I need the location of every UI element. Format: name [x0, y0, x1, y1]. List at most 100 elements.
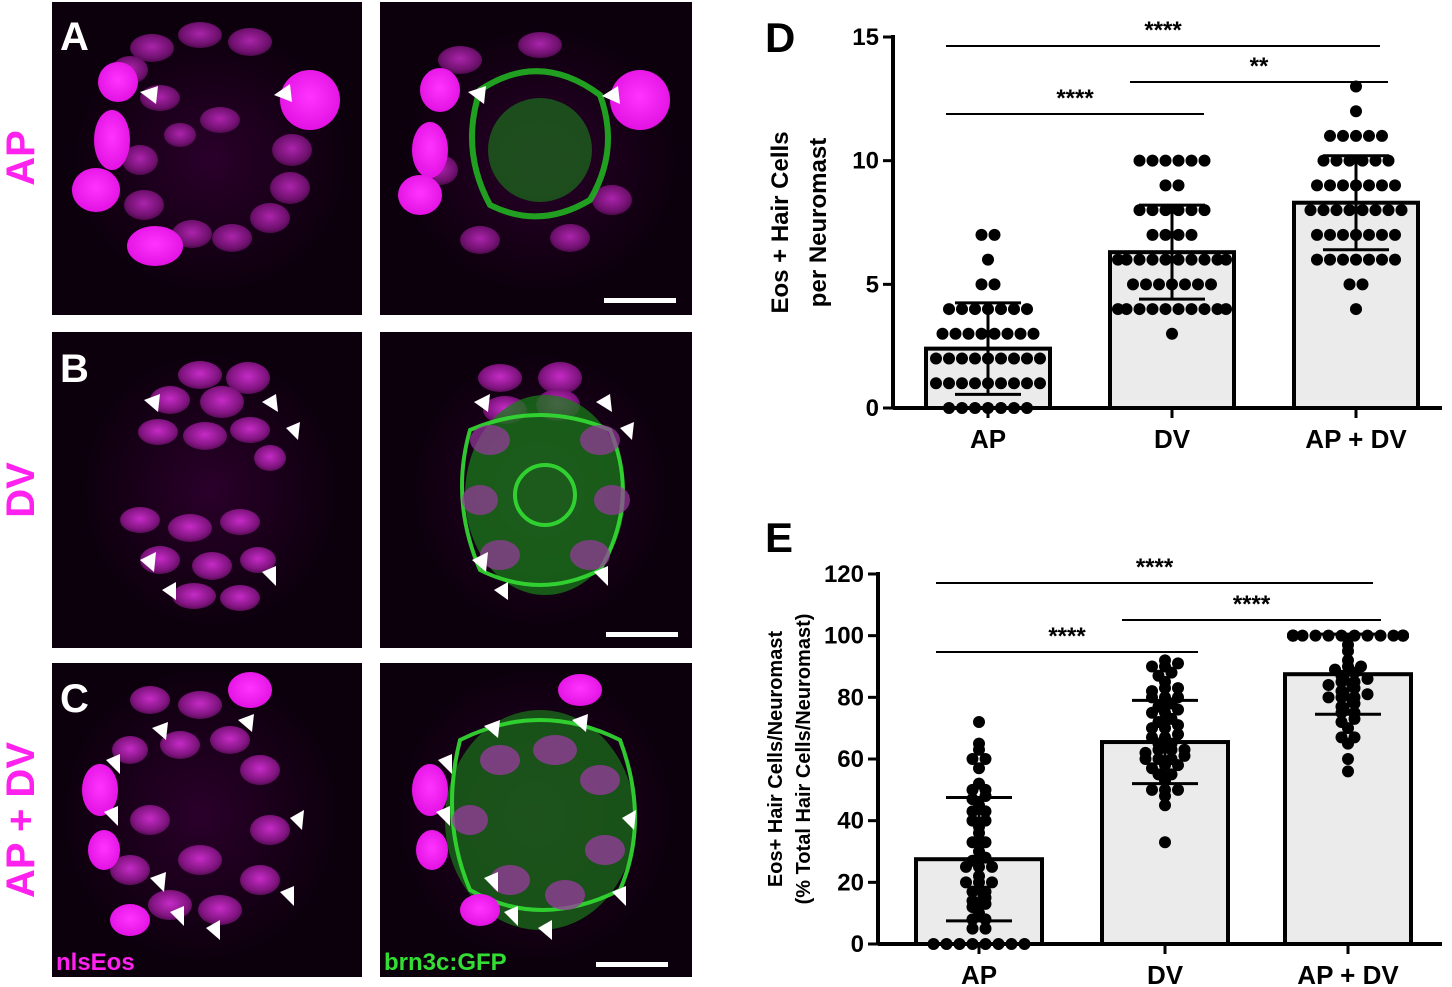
data-point — [1369, 204, 1382, 217]
data-point — [1133, 303, 1146, 316]
data-point — [1146, 154, 1159, 167]
data-point — [986, 860, 998, 873]
data-point — [995, 377, 1007, 390]
y-tick-label: 5 — [866, 271, 879, 298]
y-tick-label: 20 — [837, 869, 864, 896]
data-point — [1348, 629, 1361, 642]
data-point — [949, 327, 962, 340]
data-point — [966, 894, 979, 907]
data-point — [1152, 669, 1165, 682]
channel-label-nlseos: nlsEos — [56, 949, 135, 976]
data-point — [1185, 228, 1198, 241]
data-point — [1389, 179, 1401, 192]
data-point — [943, 303, 955, 316]
data-point — [1350, 303, 1362, 316]
data-point — [1112, 253, 1124, 266]
data-point — [979, 885, 992, 898]
panel-letter-a: A — [60, 15, 89, 59]
data-point — [1363, 228, 1375, 241]
data-point — [936, 327, 949, 340]
data-point — [1322, 691, 1335, 704]
data-point — [1165, 753, 1178, 765]
data-point — [973, 737, 985, 750]
category-label: DV — [1147, 960, 1184, 987]
panel-c-right — [380, 663, 692, 977]
y-axis-label: Eos+ Hair Cells/Neuromast — [765, 631, 787, 888]
data-point — [1309, 629, 1322, 642]
data-point — [1159, 783, 1171, 796]
data-point — [1146, 228, 1159, 241]
data-point — [1172, 228, 1185, 241]
data-point — [1329, 663, 1341, 676]
significance-label: **** — [1233, 591, 1271, 618]
data-point — [1382, 204, 1395, 217]
data-point — [995, 402, 1007, 414]
data-point — [966, 753, 979, 765]
data-point — [1350, 253, 1362, 266]
significance-label: ** — [1250, 53, 1269, 80]
data-point — [1205, 278, 1217, 291]
data-point — [1172, 682, 1184, 695]
data-point — [1034, 352, 1046, 365]
data-point — [1342, 765, 1354, 778]
data-point — [1127, 278, 1139, 291]
data-point — [1343, 278, 1356, 291]
data-point — [1389, 253, 1401, 266]
data-point — [956, 352, 968, 365]
panel-letter-b: B — [60, 347, 89, 391]
row-label-ap: AP — [0, 130, 43, 186]
data-point — [1361, 672, 1374, 685]
data-point — [1324, 129, 1336, 142]
data-point — [979, 922, 992, 935]
y-axis-label: per Neuromast — [805, 138, 832, 307]
row-label-dv: DV — [0, 462, 43, 518]
data-point — [1172, 657, 1184, 670]
category-label: DV — [1154, 424, 1191, 454]
panel-a-right — [380, 2, 692, 315]
data-point — [1146, 204, 1159, 217]
data-point — [1021, 303, 1033, 316]
data-point — [1335, 700, 1348, 713]
data-point — [1120, 303, 1133, 316]
data-point — [966, 922, 979, 935]
data-point — [1172, 179, 1185, 192]
data-point — [930, 377, 942, 390]
data-point — [1185, 204, 1198, 217]
data-point — [943, 377, 955, 390]
data-point — [966, 938, 979, 950]
data-point — [1317, 204, 1330, 217]
data-point — [1376, 228, 1388, 241]
category-label: AP — [970, 424, 1006, 454]
data-point — [995, 352, 1007, 365]
data-point — [1159, 228, 1172, 241]
data-point — [975, 278, 988, 291]
data-point — [1021, 352, 1033, 365]
data-point — [1330, 154, 1343, 167]
y-tick-label: 40 — [837, 808, 864, 835]
data-point — [1172, 303, 1185, 316]
data-point — [1395, 204, 1408, 217]
data-point — [962, 327, 975, 340]
data-point — [1198, 303, 1211, 316]
data-point — [1322, 679, 1335, 691]
data-point — [1363, 179, 1375, 192]
y-tick-label: 10 — [852, 148, 879, 175]
data-point — [1287, 629, 1299, 642]
data-point — [1363, 253, 1375, 266]
data-point — [992, 938, 1005, 950]
data-point — [1387, 629, 1400, 642]
data-point — [979, 938, 992, 950]
data-point — [1350, 105, 1362, 118]
data-point — [966, 836, 979, 849]
data-point — [1337, 253, 1349, 266]
data-point — [1159, 836, 1171, 849]
data-point — [1008, 402, 1020, 414]
data-point — [995, 303, 1007, 316]
chart-letter-d: D — [765, 14, 795, 61]
data-point — [1198, 204, 1211, 217]
data-point — [1304, 204, 1317, 217]
data-point — [1021, 377, 1033, 390]
data-point — [1159, 799, 1171, 812]
data-point — [1005, 938, 1018, 950]
